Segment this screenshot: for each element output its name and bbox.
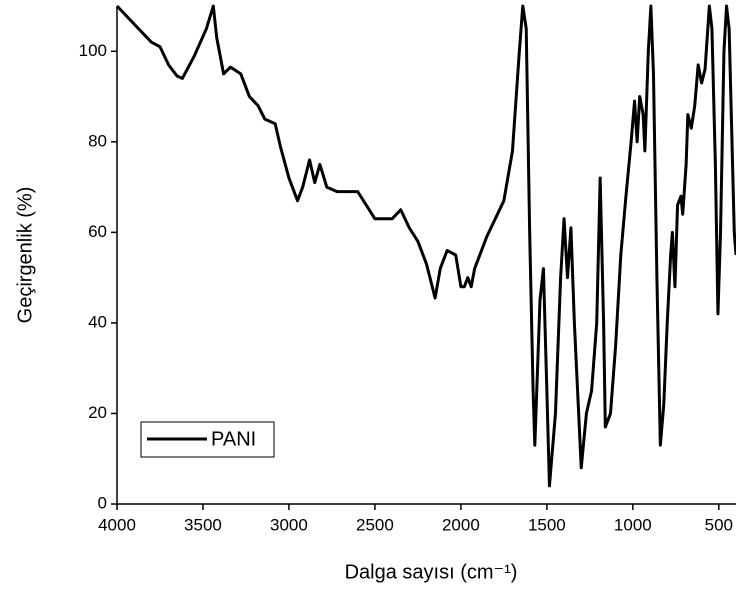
y-tick-label: 80 xyxy=(88,131,107,150)
line-series xyxy=(115,4,736,488)
x-tick-label: 1000 xyxy=(614,515,652,534)
x-tick-label: 4000 xyxy=(98,515,136,534)
x-tick-label: 500 xyxy=(705,515,733,534)
y-tick-label: 20 xyxy=(88,403,107,422)
y-tick-label: 100 xyxy=(79,41,107,60)
y-axis-label: Geçirgenlik (%) xyxy=(14,187,36,324)
x-tick-label: 1500 xyxy=(528,515,566,534)
x-tick-label: 3500 xyxy=(184,515,222,534)
x-axis-label: Dalga sayısı (cm⁻¹) xyxy=(345,561,518,583)
x-tick-label: 2500 xyxy=(356,515,394,534)
x-tick-label: 3000 xyxy=(270,515,308,534)
y-tick-label: 0 xyxy=(98,493,107,512)
x-tick-label: 2000 xyxy=(442,515,480,534)
legend-label: PANI xyxy=(211,428,256,450)
y-tick-label: 60 xyxy=(88,222,107,241)
y-tick-label: 40 xyxy=(88,312,107,331)
